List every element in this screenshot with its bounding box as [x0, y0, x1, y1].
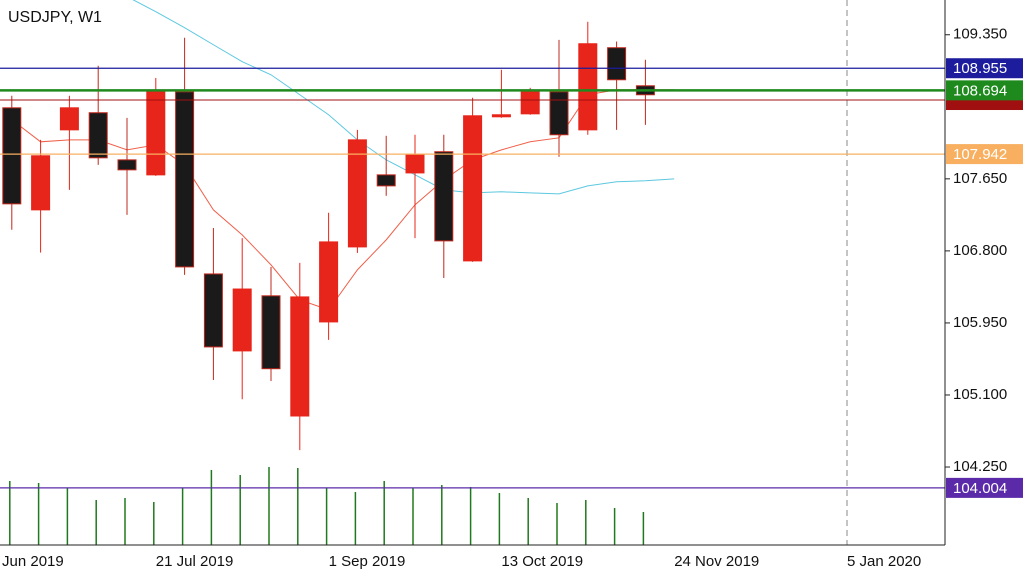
candle-body	[88, 112, 108, 159]
y-tick-label: 106.800	[953, 242, 1007, 259]
candle-body	[31, 155, 51, 211]
level-label-box	[946, 80, 1023, 101]
x-tick-label: 24 Nov 2019	[674, 553, 759, 570]
candle-body	[463, 115, 483, 262]
level-label: 108.955	[953, 60, 1007, 77]
candle-body	[261, 295, 281, 370]
level-label: 104.004	[953, 480, 1007, 497]
y-tick-label: 105.100	[953, 386, 1007, 403]
candle-body	[146, 91, 166, 176]
y-tick-label: 107.650	[953, 170, 1007, 187]
candle-body	[491, 114, 511, 118]
candle-body	[549, 91, 569, 136]
x-tick-label: 21 Jul 2019	[156, 553, 234, 570]
y-tick-label: 104.250	[953, 458, 1007, 475]
candle-body	[319, 241, 339, 323]
candle-body	[2, 107, 22, 205]
candle-body	[405, 154, 425, 174]
candle-body	[232, 288, 252, 352]
level-label: 107.942	[953, 146, 1007, 163]
candle-body	[290, 296, 310, 417]
chart-title: USDJPY, W1	[8, 9, 102, 26]
level-label: 108.694	[953, 82, 1007, 99]
y-tick-label: 109.350	[953, 26, 1007, 43]
candle-body	[347, 139, 367, 248]
y-tick-label: 105.950	[953, 314, 1007, 331]
x-tick-label: 1 Sep 2019	[329, 553, 406, 570]
moving-average	[132, 0, 675, 195]
candle-body	[434, 151, 454, 242]
axes: 109.350 107.650 106.800 105.950 105.100 104.2…	[2, 26, 1023, 570]
candle-body	[175, 91, 195, 268]
level-label-box	[946, 58, 1023, 79]
candle-body	[203, 273, 223, 348]
level-label-box	[946, 477, 1023, 498]
x-tick-label: Jun 2019	[2, 553, 64, 570]
candle-body	[117, 159, 137, 171]
candle-body	[376, 174, 396, 187]
candle-body	[520, 91, 540, 115]
x-tick-label: 13 Oct 2019	[501, 553, 583, 570]
candle-body	[59, 107, 79, 131]
x-tick-label: 5 Jan 2020	[847, 553, 921, 570]
level-label-box	[946, 144, 1023, 165]
candle-body	[607, 47, 627, 81]
plot-area	[0, 0, 945, 545]
candle-body	[578, 43, 598, 131]
